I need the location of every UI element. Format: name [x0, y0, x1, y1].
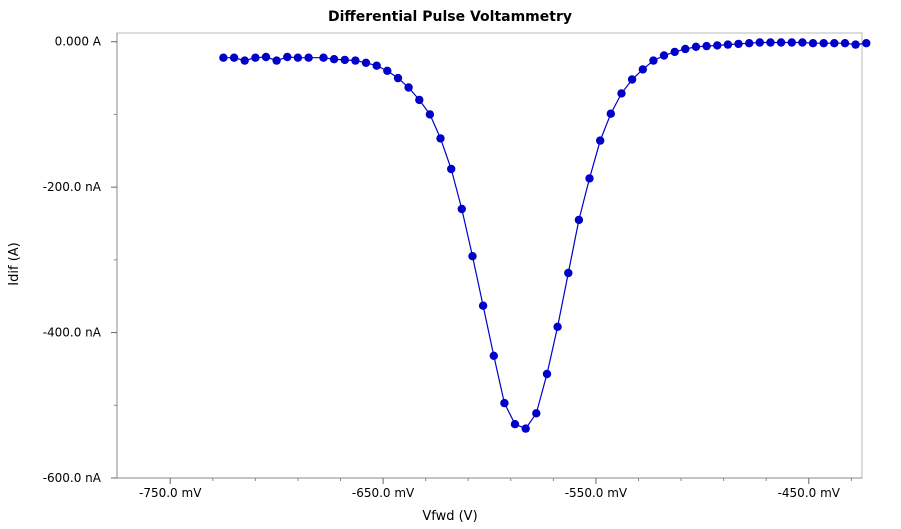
x-axis-label: Vfwd (V) [422, 509, 477, 524]
x-tick-label: -750.0 mV [139, 486, 202, 500]
data-point [351, 56, 360, 65]
data-point [745, 39, 754, 48]
data-point [819, 39, 828, 48]
data-point [251, 53, 260, 62]
data-point [510, 420, 520, 429]
data-point [787, 38, 796, 47]
data-point [489, 351, 498, 360]
data-point [862, 39, 871, 48]
data-point [240, 56, 249, 65]
plot-area [116, 32, 863, 479]
data-point [755, 38, 764, 47]
data-point [415, 95, 424, 105]
data-point [808, 39, 818, 48]
data-point [798, 38, 807, 47]
data-point [723, 40, 733, 49]
data-point [649, 56, 658, 65]
x-tick-label: -550.0 mV [565, 486, 628, 500]
data-point [553, 322, 562, 331]
data-point [383, 66, 392, 76]
data-point [425, 110, 435, 119]
data-point [659, 51, 669, 60]
data-point [574, 215, 584, 225]
data-point [691, 42, 701, 51]
chart-title: Differential Pulse Voltammetry [328, 9, 572, 25]
data-point [436, 134, 445, 143]
data-point [219, 53, 228, 62]
data-point [776, 38, 786, 47]
data-point [500, 398, 509, 408]
y-tick-label: -400.0 nA [43, 326, 102, 340]
data-point [372, 61, 381, 70]
data-point [734, 39, 743, 49]
data-point [638, 65, 647, 74]
data-point [596, 136, 605, 145]
y-tick-label: -600.0 nA [43, 471, 102, 485]
x-axis-ticks: -750.0 mV -650.0 mV -550.0 mV -450.0 mV [139, 478, 852, 500]
data-point [521, 424, 530, 433]
data-point [702, 41, 711, 51]
data-point [830, 39, 839, 48]
data-point [447, 164, 456, 174]
data-point [329, 55, 339, 64]
data-point [272, 56, 281, 65]
data-point [532, 409, 541, 418]
data-point [851, 40, 860, 49]
x-tick-label: -450.0 mV [778, 486, 841, 500]
y-axis-label: Idif (A) [7, 242, 22, 285]
series-layer [219, 38, 871, 433]
data-point [283, 52, 292, 62]
y-tick-label: 0.000 A [55, 35, 102, 49]
data-point [229, 53, 239, 62]
data-point [468, 252, 477, 261]
data-point [670, 47, 679, 57]
x-tick-label: -650.0 mV [352, 486, 415, 500]
data-point [319, 53, 328, 62]
data-point [293, 53, 303, 62]
data-point [261, 52, 271, 62]
data-point [304, 53, 313, 62]
data-point [585, 174, 594, 183]
data-point [766, 38, 775, 47]
data-point [542, 369, 552, 379]
y-tick-label: -200.0 nA [43, 180, 102, 194]
y-axis-ticks: 0.000 A -200.0 nA -400.0 nA -600.0 nA [43, 35, 117, 485]
data-point [606, 109, 615, 118]
data-point [478, 301, 488, 310]
data-point [713, 41, 722, 50]
data-point [617, 89, 626, 98]
data-point [404, 83, 413, 92]
data-point [457, 204, 466, 214]
data-point [681, 44, 690, 54]
data-point [361, 58, 371, 67]
data-point [627, 75, 637, 84]
data-point [340, 55, 349, 65]
data-point [840, 39, 850, 48]
data-point [564, 268, 573, 278]
data-point [393, 73, 403, 83]
